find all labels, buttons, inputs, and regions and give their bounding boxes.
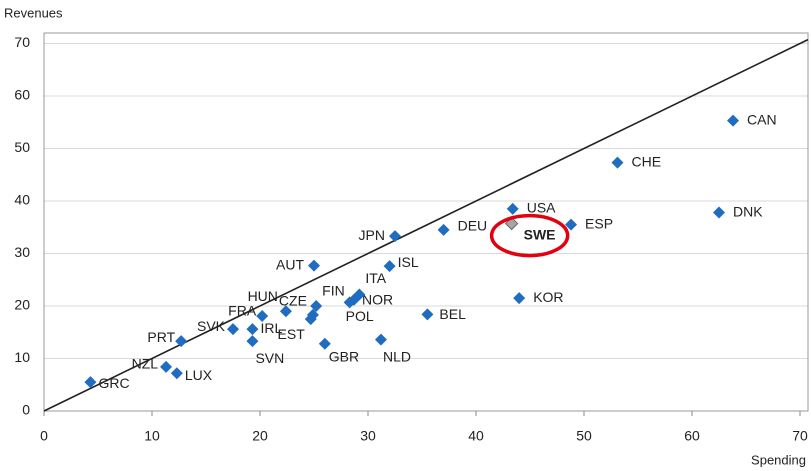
point-label: CHE xyxy=(631,153,661,169)
point xyxy=(506,202,519,215)
x-tick-label: 20 xyxy=(252,428,268,444)
y-tick-label: 20 xyxy=(14,297,30,313)
point-label: FIN xyxy=(322,283,345,299)
point xyxy=(310,300,323,312)
x-tick-label: 40 xyxy=(468,428,484,444)
point xyxy=(304,313,317,326)
point-label: SVN xyxy=(255,350,284,366)
x-axis-label: Spending xyxy=(751,452,806,467)
point-label: AUT xyxy=(276,256,304,272)
point-label: GRC xyxy=(98,375,129,391)
diagonal xyxy=(43,38,809,412)
y-tick-label: 70 xyxy=(14,34,30,50)
point xyxy=(246,323,259,336)
point-label: DNK xyxy=(733,203,763,219)
point-label: PRT xyxy=(147,329,175,345)
point xyxy=(227,323,239,336)
point xyxy=(727,114,740,127)
point xyxy=(246,335,259,348)
point-label: IRL xyxy=(260,320,282,336)
point xyxy=(374,333,387,346)
point xyxy=(437,223,450,236)
point-label: HUN xyxy=(248,288,278,304)
point xyxy=(160,360,173,373)
x-tick-label: 30 xyxy=(360,428,376,444)
point-label: DEU xyxy=(458,218,488,234)
point-label: SVK xyxy=(197,318,226,334)
point-label: FRA xyxy=(228,303,257,319)
point-label: NOR xyxy=(362,291,393,307)
y-tick-label: 10 xyxy=(14,349,30,365)
point-label: EST xyxy=(278,326,306,342)
point-label: KOR xyxy=(533,289,563,305)
point xyxy=(389,230,401,243)
point-label: ISL xyxy=(398,254,419,270)
y-tick-label: 40 xyxy=(14,192,30,208)
point-label: USA xyxy=(527,200,556,216)
y-tick-label: 60 xyxy=(14,87,30,103)
point-label: ESP xyxy=(585,215,613,231)
point-label: BEL xyxy=(439,306,466,322)
x-tick-label: 0 xyxy=(40,428,48,444)
point-label: CAN xyxy=(747,111,777,127)
point-label: SWE xyxy=(524,226,556,242)
point-label: CZE xyxy=(279,293,307,309)
point xyxy=(513,292,526,305)
point xyxy=(611,156,624,169)
plot-frame xyxy=(43,32,809,412)
x-tick-label: 50 xyxy=(576,428,592,444)
x-tick-label: 70 xyxy=(792,428,808,444)
point xyxy=(279,305,292,318)
point-label: NZL xyxy=(132,356,159,372)
point-label: JPN xyxy=(359,227,385,243)
point xyxy=(713,206,725,219)
x-tick-label: 60 xyxy=(684,428,700,444)
point xyxy=(383,260,396,273)
y-tick-label: 0 xyxy=(22,402,30,418)
point-label: NLD xyxy=(383,348,411,364)
y-axis-label: Revenues xyxy=(4,5,63,20)
point-label: POL xyxy=(346,308,374,324)
point-label: GBR xyxy=(329,349,359,365)
point xyxy=(84,376,97,389)
point-label: LUX xyxy=(185,367,213,383)
point xyxy=(308,259,320,272)
y-tick-label: 50 xyxy=(14,139,30,155)
point xyxy=(170,367,183,380)
point xyxy=(318,337,331,350)
highlight-circle xyxy=(489,213,570,258)
point xyxy=(421,308,434,321)
point xyxy=(256,309,269,322)
point xyxy=(353,288,366,301)
y-tick-label: 30 xyxy=(14,244,30,260)
x-tick-label: 10 xyxy=(144,428,160,444)
point xyxy=(175,335,188,348)
point-label: ITA xyxy=(365,270,386,286)
point xyxy=(565,218,578,231)
